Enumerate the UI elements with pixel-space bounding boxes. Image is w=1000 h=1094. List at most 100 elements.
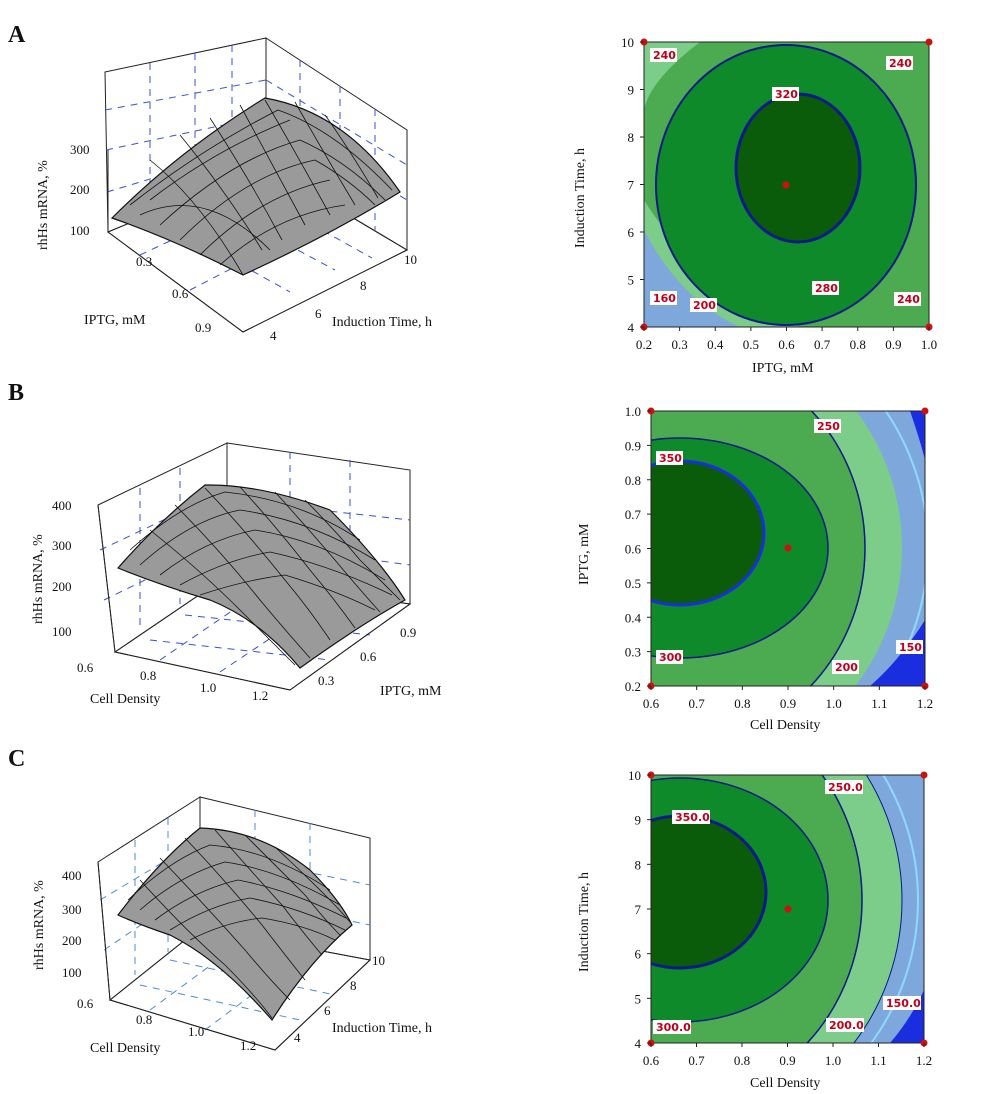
contour-a-x-tick: 0.5 <box>743 337 759 352</box>
svg-text:150: 150 <box>899 641 922 654</box>
contour-a-y-tick: 8 <box>628 130 635 145</box>
surface-a-z-tick: 300 <box>70 142 90 157</box>
contour-c-y-label: Induction Time, h <box>577 872 592 972</box>
contour-b-y-tick: 0.6 <box>625 542 642 557</box>
contour-c-y-tick: 6 <box>635 947 642 962</box>
contour-b-x-tick: 0.6 <box>643 696 660 711</box>
contour-a-x-tick: 0.4 <box>707 337 724 352</box>
contour-c-y-tick: 7 <box>635 902 642 917</box>
surface-b-mesh-lines <box>129 486 401 666</box>
contour-b-design-point <box>921 407 929 415</box>
contour-a-x-tick: 0.3 <box>672 337 688 352</box>
contour-b-y-tick: 0.5 <box>625 576 641 591</box>
surface-b-y-tick: 0.9 <box>400 625 416 640</box>
surface-a-y-tick: 4 <box>270 328 277 343</box>
contour-b-y-tick: 0.7 <box>625 507 642 522</box>
svg-text:300: 300 <box>659 651 682 664</box>
panel-label-c: C <box>8 746 26 772</box>
surface-c-mesh-lines <box>127 829 351 1019</box>
surface-c-y-tick: 4 <box>294 1030 301 1045</box>
svg-text:250: 250 <box>817 420 840 433</box>
surface-c-y-axis <box>274 959 371 1051</box>
surface-plot-c: 400 300 200 100 rhHs mRNA, % 0.6 0.8 1.0… <box>32 796 432 1056</box>
surface-c-z-tick: 300 <box>62 902 82 917</box>
contour-b-x-label: Cell Density <box>750 718 820 733</box>
contour-c-y-tick: 5 <box>635 991 642 1006</box>
surface-b-x-tick: 0.8 <box>140 668 156 683</box>
contour-b-level-label: 250 <box>814 419 841 433</box>
surface-a-y-tick: 10 <box>404 252 417 267</box>
surface-b-z-tick: 400 <box>52 498 72 513</box>
surface-c-x-tick: 1.2 <box>240 1038 256 1053</box>
surface-b-y-tick: 0.6 <box>360 649 377 664</box>
contour-b-level-label: 150 <box>896 640 923 654</box>
contour-c-level-label: 250.0 <box>825 780 863 794</box>
contour-a-level-label: 240 <box>886 56 913 70</box>
surface-a-x-tick: 0.9 <box>195 320 211 335</box>
contour-c-y-tick: 4 <box>635 1036 642 1051</box>
contour-b-y-tick: 0.3 <box>625 645 641 660</box>
contour-b-y-label: IPTG, mM <box>577 523 592 585</box>
surface-a-y-tick: 8 <box>360 278 367 293</box>
surface-c-z-label: rhHs mRNA, % <box>32 880 47 970</box>
surface-b-z-label: rhHs mRNA, % <box>31 534 46 624</box>
surface-b-x-axis <box>114 651 291 691</box>
contour-b-y-tick: 0.8 <box>625 473 641 488</box>
contour-c-level-label: 300.0 <box>653 1020 691 1034</box>
surface-c-y-label: Induction Time, h <box>332 1021 432 1036</box>
surface-a-x-axis <box>107 231 244 333</box>
contour-b-center-point <box>784 544 792 552</box>
surface-b-y-label: IPTG, mM <box>380 684 442 699</box>
surface-a-mesh-fill <box>110 97 401 276</box>
surface-b-y-tick: 0.3 <box>318 673 334 688</box>
surface-a-z-tick: 200 <box>70 182 90 197</box>
contour-b-x-tick: 0.9 <box>780 696 796 711</box>
contour-a-y-tick: 4 <box>628 320 635 335</box>
contour-b-level-label: 200 <box>832 660 859 674</box>
contour-a-x-tick: 0.6 <box>778 337 795 352</box>
panel-label-a: A <box>8 22 26 48</box>
surface-c-z-axis <box>97 861 111 1001</box>
contour-a-x-tick: 0.7 <box>814 337 831 352</box>
contour-b-band-corner-bottom <box>870 620 925 686</box>
contour-c-x-tick: 0.9 <box>779 1053 795 1068</box>
svg-text:240: 240 <box>889 57 912 70</box>
surface-b-y-axis <box>289 603 411 691</box>
surface-b-x-tick: 1.2 <box>252 688 268 703</box>
surface-c-z-tick: 400 <box>62 868 82 883</box>
svg-text:240: 240 <box>653 49 676 62</box>
svg-text:200: 200 <box>835 661 858 674</box>
svg-text:200: 200 <box>693 299 716 312</box>
contour-a-y-tick: 9 <box>628 83 635 98</box>
surface-a-z-tick: 100 <box>70 223 90 238</box>
surface-c-y-tick: 8 <box>350 978 357 993</box>
surface-b-x-label: Cell Density <box>90 692 160 707</box>
svg-text:350: 350 <box>659 452 682 465</box>
contour-b-y-tick: 0.9 <box>625 438 641 453</box>
surface-b-z-tick: 300 <box>52 538 72 553</box>
surface-a-z-label: rhHs mRNA, % <box>36 160 51 250</box>
panel-label-b: B <box>8 380 25 406</box>
contour-b-band-350 <box>651 459 766 607</box>
contour-plot-b: 250 350 300 200 150 0.6 0.7 0.8 0.9 1.0 1.1 1.… <box>577 404 933 733</box>
contour-b-y-tick: 0.2 <box>625 679 641 694</box>
surface-c-x-axis <box>109 999 276 1051</box>
surface-plot-b: 400 300 200 100 rhHs mRNA, % 0.6 0.8 1.0… <box>31 442 442 707</box>
svg-text:320: 320 <box>775 88 798 101</box>
contour-c-x-tick: 1.2 <box>916 1053 932 1068</box>
surface-c-y-tick: 6 <box>324 1003 331 1018</box>
contour-c-band-350 <box>651 814 768 970</box>
contour-b-level-label: 300 <box>656 650 683 664</box>
contour-a-y-tick: 7 <box>628 178 635 193</box>
svg-text:300.0: 300.0 <box>656 1021 691 1034</box>
surface-c-z-tick: 200 <box>62 933 82 948</box>
contour-a-x-tick: 0.8 <box>850 337 866 352</box>
surface-c-z-tick: 100 <box>62 965 82 980</box>
surface-c-x-tick: 0.6 <box>77 996 94 1011</box>
surface-a-x-tick: 0.3 <box>136 254 152 269</box>
surface-a-y-tick: 6 <box>315 306 322 321</box>
svg-text:240: 240 <box>897 293 920 306</box>
surface-a-x-tick: 0.6 <box>172 286 189 301</box>
contour-plot-a: 240 240 320 280 240 200 160 0.2 0.3 0.4 0.5… <box>573 35 937 376</box>
surface-b-z-tick: 200 <box>52 579 72 594</box>
